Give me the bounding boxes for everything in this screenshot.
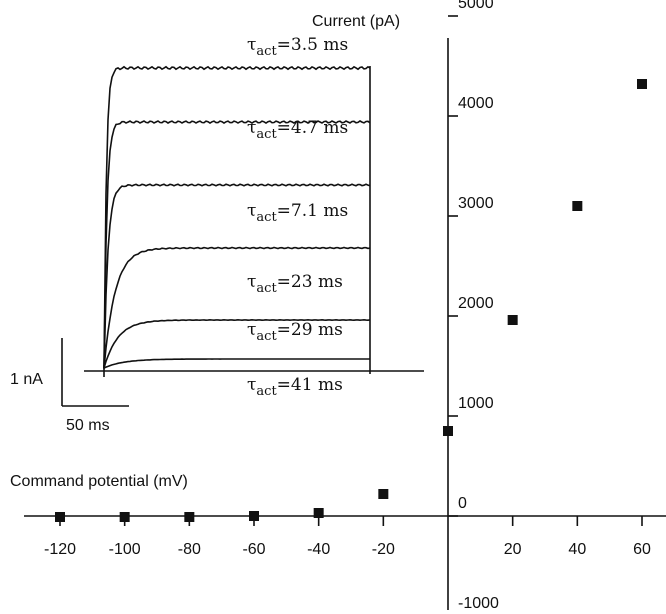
- tau-label: τact=29 ms: [247, 320, 343, 344]
- x-tick-label: -20: [372, 541, 395, 558]
- data-point: [572, 201, 583, 211]
- x-tick-label: -100: [109, 541, 141, 558]
- data-point: [507, 315, 518, 325]
- data-points: [55, 79, 647, 522]
- x-tick-label: -60: [242, 541, 265, 558]
- y-tick-label: 1000: [458, 395, 494, 412]
- y-tick-label: 5000: [458, 0, 494, 12]
- x-tick-label: -40: [307, 541, 330, 558]
- current-trace: [103, 120, 371, 369]
- data-point: [443, 426, 453, 436]
- tau-label: τact=3.5 ms: [247, 35, 348, 59]
- current-trace: [103, 358, 370, 369]
- data-point: [378, 489, 389, 499]
- x-tick-label: -120: [44, 541, 76, 558]
- scale-current-label: 1 nA: [10, 371, 43, 388]
- data-point: [55, 512, 65, 522]
- tau-label: τact=41 ms: [247, 375, 343, 399]
- x-tick-label: 60: [633, 541, 651, 558]
- data-point: [637, 79, 647, 89]
- current-trace: [103, 183, 371, 369]
- y-tick-label: 3000: [458, 195, 494, 212]
- current-trace: [103, 246, 371, 369]
- data-point: [184, 512, 195, 522]
- trace-group: [103, 65, 371, 369]
- x-tick-label: -80: [178, 541, 201, 558]
- y-tick-label: 2000: [458, 295, 494, 312]
- y-axis-label: Current (pA): [312, 13, 400, 30]
- y-tick-label: -1000: [458, 595, 499, 612]
- inset-current-traces: τact=3.5 ms τact=4.7 ms τact=7.1 ms τact=23…: [10, 35, 424, 434]
- data-point: [313, 508, 324, 518]
- data-point: [249, 511, 259, 521]
- tau-label: τact=23 ms: [247, 272, 343, 296]
- current-trace: [103, 318, 371, 369]
- scale-time-label: 50 ms: [66, 417, 110, 434]
- x-axis-label: Command potential (mV): [10, 473, 188, 490]
- tau-label: τact=7.1 ms: [247, 201, 348, 225]
- tau-labels: τact=3.5 ms τact=4.7 ms τact=7.1 ms τact=23…: [247, 35, 348, 399]
- current-trace: [103, 65, 371, 368]
- x-ticks: -120 -100 -80 -60 -40 -20 20 40 60: [44, 516, 651, 558]
- data-point: [119, 512, 130, 522]
- tau-label: τact=4.7 ms: [247, 118, 348, 142]
- x-tick-label: 40: [568, 541, 586, 558]
- x-tick-label: 20: [504, 541, 522, 558]
- y-tick-label: 4000: [458, 95, 494, 112]
- y-tick-label: 0: [458, 495, 467, 512]
- y-ticks: 5000 4000 3000 2000 1000 0 -1000: [448, 0, 499, 612]
